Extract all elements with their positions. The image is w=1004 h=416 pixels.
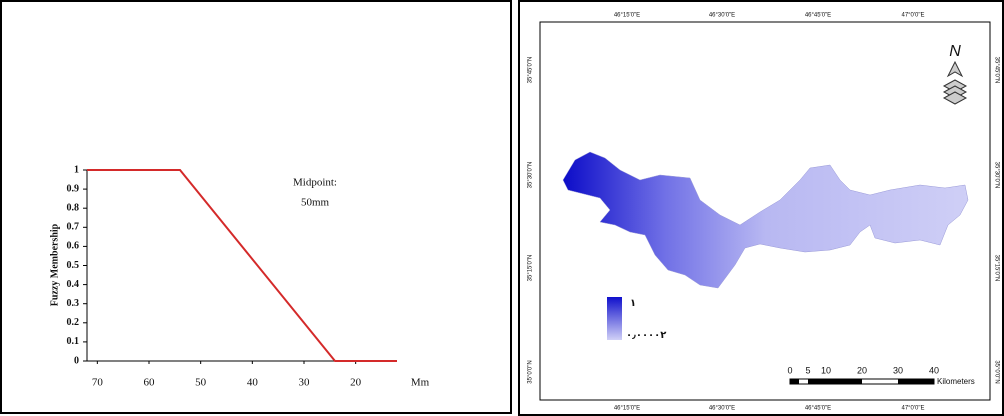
y-tick-label: 0.2 <box>67 317 80 328</box>
y-tick-label: 0.8 <box>67 202 80 213</box>
scale-label: 40 <box>929 365 939 375</box>
map-bottom-label: 47°0'0"E <box>901 406 924 412</box>
y-tick-label: 0.1 <box>67 336 80 347</box>
map-bottom-label: 46°30'0"E <box>709 406 735 412</box>
x-tick-label: 60 <box>144 377 156 389</box>
y-axis-label: Fuzzy Membership <box>49 223 60 306</box>
map-right-label: 35°45'0"N <box>993 57 999 84</box>
y-tick-label: 0.9 <box>67 183 80 194</box>
watershed <box>562 151 969 289</box>
scale-label: 30 <box>893 365 903 375</box>
y-tick-label: 0.4 <box>67 279 80 290</box>
x-tick-label: 20 <box>350 377 362 389</box>
map-left-label: 35°45'0"N <box>528 57 534 84</box>
legend-ramp <box>607 297 622 340</box>
map-frame <box>539 21 991 401</box>
scale-label: 5 <box>805 365 810 375</box>
map-left-label: 35°30'0"N <box>528 162 534 189</box>
left-panel <box>0 0 512 414</box>
north-label: N <box>949 43 961 60</box>
map-right-label: 35°15'0"N <box>993 255 999 282</box>
map-bottom-label: 46°45'0"E <box>805 406 831 412</box>
scale-label: 0 <box>787 365 792 375</box>
map-right-label: 35°30'0"N <box>993 162 999 189</box>
map-top-label: 46°45'0"E <box>805 13 831 19</box>
scale-label: 10 <box>821 365 831 375</box>
y-tick-label: 0.6 <box>67 241 80 252</box>
map-left-label: 35°0'0"N <box>528 360 534 383</box>
scale-bar <box>789 378 935 385</box>
map-top-label: 47°0'0"E <box>901 13 924 19</box>
right-panel <box>518 0 1004 416</box>
map-left-label: 35°15'0"N <box>528 255 534 282</box>
y-tick-label: 1 <box>74 164 79 175</box>
y-tick-label: 0.5 <box>67 260 80 271</box>
annotation: Midpoint: <box>293 177 337 189</box>
x-tick-label: 70 <box>92 377 104 389</box>
x-axis-label: Mm <box>411 377 430 389</box>
scale-label: 20 <box>857 365 867 375</box>
x-tick-label: 30 <box>299 377 311 389</box>
y-tick-label: 0.7 <box>67 222 80 233</box>
x-tick-label: 50 <box>195 377 207 389</box>
x-tick-label: 40 <box>247 377 259 389</box>
y-tick-label: 0.3 <box>67 298 80 309</box>
scale-unit: Kilometers <box>937 377 975 386</box>
membership-line <box>87 169 397 362</box>
map-top-label: 46°30'0"E <box>709 13 735 19</box>
legend-label: ۰٫۰۰۰۰۲ <box>626 330 666 341</box>
y-tick-label: 0 <box>74 355 79 366</box>
map-bottom-label: 46°15'0"E <box>614 406 640 412</box>
legend-label: ۱ <box>630 298 636 309</box>
annotation: 50mm <box>301 197 330 209</box>
north-arrow <box>942 60 968 105</box>
map-right-label: 35°0'0"N <box>993 360 999 383</box>
map-top-label: 46°15'0"E <box>614 13 640 19</box>
